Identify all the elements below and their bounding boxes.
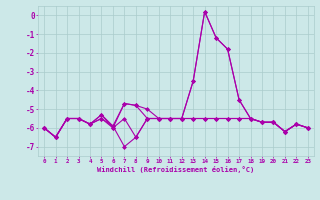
X-axis label: Windchill (Refroidissement éolien,°C): Windchill (Refroidissement éolien,°C) [97, 166, 255, 173]
